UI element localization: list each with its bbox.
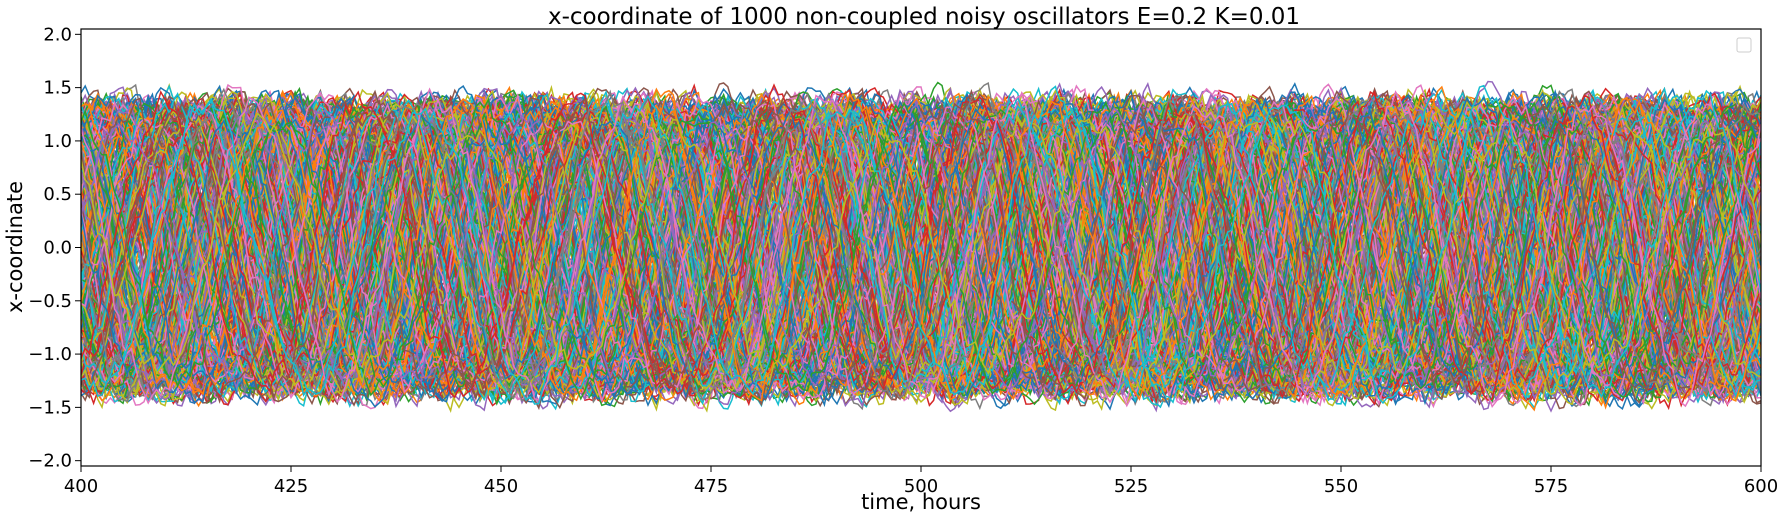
- y-tick-label: −0.5: [28, 291, 72, 312]
- x-axis-label: time, hours: [861, 490, 981, 514]
- oscillator-line: [81, 98, 1761, 401]
- oscillator-line: [81, 109, 1761, 394]
- oscillator-line: [81, 85, 1761, 409]
- x-tick-label: 500: [904, 476, 938, 497]
- oscillator-line: [81, 92, 1761, 399]
- x-tick-label: 525: [1114, 476, 1148, 497]
- oscillator-line: [81, 81, 1761, 403]
- oscillator-line: [81, 94, 1761, 395]
- y-tick-label: −1.5: [28, 397, 72, 418]
- oscillator-line: [81, 90, 1761, 410]
- oscillator-line: [81, 89, 1761, 404]
- y-tick-label: 2.0: [43, 24, 72, 45]
- x-tick-label: 475: [694, 476, 728, 497]
- oscillator-line: [81, 90, 1761, 409]
- oscillator-line: [81, 107, 1761, 389]
- oscillator-line: [81, 83, 1761, 410]
- legend-box: [1736, 37, 1752, 53]
- x-tick-label: 400: [64, 476, 98, 497]
- oscillator-line: [81, 83, 1761, 408]
- y-tick-label: −1.0: [28, 344, 72, 365]
- oscillator-line: [81, 97, 1761, 395]
- oscillator-line: [81, 104, 1761, 394]
- oscillator-line: [81, 103, 1761, 389]
- y-tick-label: 0.0: [43, 238, 72, 259]
- x-tick-label: 575: [1534, 476, 1568, 497]
- chart-title: x-coordinate of 1000 non-coupled noisy o…: [548, 4, 1300, 30]
- oscillator-line: [81, 91, 1761, 402]
- x-tick-label: 425: [274, 476, 308, 497]
- x-tick-label: 600: [1744, 476, 1778, 497]
- y-tick-label: 0.5: [43, 184, 72, 205]
- oscillator-line: [81, 102, 1761, 396]
- oscillator-line: [81, 97, 1761, 401]
- oscillator-line: [81, 103, 1761, 390]
- x-tick-label: 550: [1324, 476, 1358, 497]
- oscillator-line: [81, 102, 1761, 391]
- oscillator-line: [81, 84, 1761, 405]
- y-tick-label: 1.5: [43, 78, 72, 99]
- oscillator-line: [81, 96, 1761, 400]
- series-layer: [81, 80, 1761, 414]
- y-axis-label: x-coordinate: [3, 181, 27, 313]
- x-tick-label: 450: [484, 476, 518, 497]
- oscillator-line: [81, 106, 1761, 390]
- oscillator-line: [81, 105, 1761, 392]
- y-tick-label: −2.0: [28, 451, 72, 472]
- x-axis: 400 425 450 475 500 525 550 575 600: [64, 466, 1778, 497]
- y-axis: −2.0 −1.5 −1.0 −0.5 0.0 0.5 1.0 1.5 2.0: [28, 24, 81, 472]
- y-tick-label: 1.0: [43, 131, 72, 152]
- oscillator-line: [81, 112, 1761, 384]
- oscillator-line: [81, 89, 1761, 406]
- oscillator-line: [81, 100, 1761, 391]
